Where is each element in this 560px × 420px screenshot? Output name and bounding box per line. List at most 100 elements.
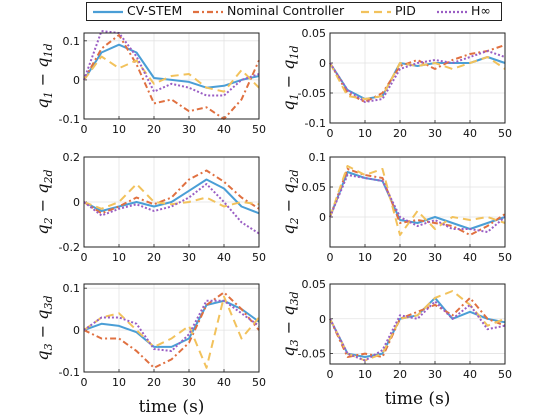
x-tick-label: 30 xyxy=(182,376,196,389)
series-line-nominalcontroller xyxy=(329,296,506,358)
x-axis-label: time (s) xyxy=(139,397,205,417)
series-line-h xyxy=(329,300,506,362)
x-tick-label: 50 xyxy=(498,127,512,140)
y-axis-label: q1 − q1d xyxy=(279,45,301,110)
x-tick-label: 40 xyxy=(463,127,477,140)
x-tick-label: 0 xyxy=(81,251,88,264)
y-tick-label: -0.1 xyxy=(59,366,80,379)
x-tick-label: 10 xyxy=(112,123,126,136)
series-line-nominalcontroller xyxy=(83,291,260,369)
x-tick-label: 20 xyxy=(147,123,161,136)
x-axis-label: time (s) xyxy=(385,389,451,409)
x-tick-label: 20 xyxy=(393,251,407,264)
axes-frame xyxy=(329,283,506,365)
y-tick-label: -0.2 xyxy=(59,241,80,254)
y-tick-label: 0 xyxy=(73,196,80,209)
y-tick-label: 0 xyxy=(319,211,326,224)
y-tick-label: -0.1 xyxy=(305,117,326,130)
x-tick-label: 0 xyxy=(327,127,334,140)
x-tick-label: 20 xyxy=(393,368,407,381)
y-axis-label: q3 − q3d xyxy=(279,291,301,356)
x-tick-label: 20 xyxy=(147,376,161,389)
y-tick-label: 0.1 xyxy=(309,151,327,164)
x-tick-label: 50 xyxy=(498,251,512,264)
y-tick-label: 0.05 xyxy=(302,278,327,291)
legend-swatch-cv-stem xyxy=(93,10,123,14)
x-tick-label: 0 xyxy=(327,368,334,381)
y-tick-label: 0.05 xyxy=(302,181,327,194)
subplot-1: 0 10 20 30 40 500.10-0.1q1 − q1d xyxy=(33,30,266,136)
x-tick-label: 10 xyxy=(112,376,126,389)
y-tick-label: 0 xyxy=(319,313,326,326)
x-tick-label: 30 xyxy=(182,123,196,136)
y-axis-label: q3 − q3d xyxy=(33,295,55,360)
y-tick-label: -0.05 xyxy=(298,87,326,100)
y-tick-label: 0.1 xyxy=(63,35,81,48)
series-line-pid xyxy=(329,56,506,100)
series-line-pid xyxy=(83,55,260,93)
y-tick-label: 0.05 xyxy=(302,27,327,40)
series-line-pid xyxy=(329,165,506,236)
x-tick-label: 40 xyxy=(463,251,477,264)
x-tick-label: 10 xyxy=(358,127,372,140)
y-tick-label: 0.1 xyxy=(63,282,81,295)
x-tick-label: 10 xyxy=(358,368,372,381)
x-tick-label: 50 xyxy=(252,251,266,264)
axes-frame xyxy=(329,32,506,124)
series-line-nominalcontroller xyxy=(83,169,260,215)
series-line-h xyxy=(83,299,260,352)
legend-label-h-infinity: H∞ xyxy=(471,3,491,18)
x-tick-label: 30 xyxy=(428,251,442,264)
subplot-2: 0 10 20 30 40 50 0.05 0 -0.05 -0.1 q1 − q1d xyxy=(279,27,512,140)
x-tick-label: 30 xyxy=(428,368,442,381)
y-axis-label: q1 − q1d xyxy=(33,43,55,108)
x-tick-label: 40 xyxy=(217,251,231,264)
axes-frame xyxy=(83,32,260,120)
x-tick-label: 10 xyxy=(112,251,126,264)
y-axis-label: q2 − q2d xyxy=(279,169,301,234)
y-tick-label: 0.2 xyxy=(63,151,81,164)
x-tick-label: 50 xyxy=(498,368,512,381)
x-tick-label: 0 xyxy=(327,251,334,264)
legend-swatch-nominal-controller xyxy=(193,10,223,14)
subplot-4: 0 10 20 30 40 50 0.1 0.05 0 q2 − q2d xyxy=(279,151,512,264)
x-tick-label: 30 xyxy=(182,251,196,264)
x-tick-label: 40 xyxy=(217,123,231,136)
x-tick-label: 30 xyxy=(428,127,442,140)
legend-label-cv-stem: CV-STEM xyxy=(127,3,183,18)
y-tick-label: 0 xyxy=(73,324,80,337)
subplot-3: 0 10 20 30 40 500.20-0.2q2 − q2d xyxy=(33,151,266,264)
x-tick-label: 0 xyxy=(81,123,88,136)
y-tick-label: 0 xyxy=(73,74,80,87)
x-tick-label: 50 xyxy=(252,376,266,389)
series-line-pid xyxy=(329,290,506,362)
legend-label-pid: PID xyxy=(395,3,416,18)
series-line-pid xyxy=(83,183,260,210)
y-tick-label: -0.1 xyxy=(59,113,80,126)
legend-swatch-h-infinity xyxy=(437,10,467,14)
x-tick-label: 20 xyxy=(393,127,407,140)
y-tick-label: 0 xyxy=(319,57,326,70)
x-tick-label: 50 xyxy=(252,123,266,136)
y-axis-label: q2 − q2d xyxy=(33,169,55,234)
series-line-nominalcontroller xyxy=(329,44,506,103)
series-line-nominalcontroller xyxy=(329,168,506,236)
series-line-h xyxy=(329,174,506,233)
axes-frame xyxy=(329,156,506,248)
x-tick-label: 20 xyxy=(147,251,161,264)
series-line-cvstem xyxy=(329,171,506,230)
y-tick-label: -0.05 xyxy=(298,348,326,361)
axes-frame xyxy=(83,156,260,248)
axes-frame xyxy=(83,283,260,373)
series-line-cvstem xyxy=(83,299,260,348)
series-line-cvstem xyxy=(83,178,260,215)
series-line-h xyxy=(329,50,506,103)
legend-swatch-pid xyxy=(361,10,391,14)
x-tick-label: 0 xyxy=(81,376,88,389)
series-line-pid xyxy=(83,295,260,369)
x-tick-label: 10 xyxy=(358,251,372,264)
series-line-h xyxy=(83,30,260,97)
series-line-cvstem xyxy=(329,296,506,358)
